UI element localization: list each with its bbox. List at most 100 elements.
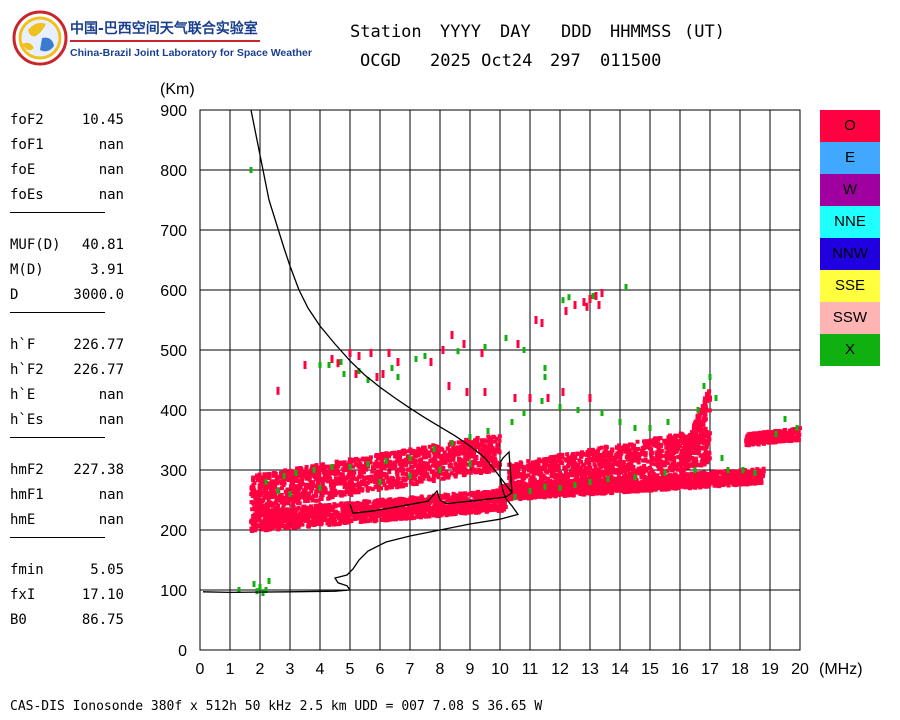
o-echo-point bbox=[374, 462, 379, 467]
o-echo-point bbox=[609, 458, 614, 463]
param-row: fmin 5.05 bbox=[10, 558, 130, 583]
o-echo-point bbox=[670, 480, 675, 485]
o-echo-point bbox=[459, 465, 464, 470]
o-echo-point bbox=[493, 490, 498, 495]
o-echo-point bbox=[452, 466, 457, 471]
o-echo-point bbox=[379, 474, 384, 479]
o-echo-point bbox=[726, 483, 731, 488]
o-echo-point bbox=[421, 455, 426, 460]
param-row: h`F2 226.77 bbox=[10, 358, 130, 383]
o-echo-point bbox=[371, 501, 376, 506]
o-echo-point bbox=[447, 503, 452, 508]
o-echo-point bbox=[342, 492, 347, 497]
o-echo-point bbox=[404, 472, 409, 477]
o-echo-point bbox=[286, 495, 291, 500]
o-echo-point bbox=[290, 480, 295, 485]
o-echo-point bbox=[448, 512, 453, 517]
o-echo-point bbox=[345, 514, 350, 519]
o-echo-point bbox=[256, 498, 261, 503]
o-echo-point bbox=[483, 502, 488, 507]
o-echo-point bbox=[352, 470, 357, 475]
o-echo-point bbox=[415, 514, 420, 519]
o-echo-point bbox=[271, 516, 276, 521]
o-echo-point bbox=[375, 498, 380, 503]
o-echo-point bbox=[487, 493, 492, 498]
o-echo-point bbox=[285, 487, 290, 492]
o-echo-point bbox=[357, 463, 362, 468]
o-echo-point bbox=[669, 464, 674, 469]
o-echo-point bbox=[454, 509, 459, 514]
o-echo-point bbox=[615, 445, 620, 450]
o-echo-point bbox=[475, 441, 480, 446]
o-echo-point bbox=[596, 476, 601, 481]
o-echo-point bbox=[317, 472, 322, 477]
o-echo-point bbox=[629, 467, 634, 472]
x-tick-label: 20 bbox=[791, 661, 809, 678]
o-echo-point bbox=[601, 481, 606, 486]
x-tick-label: 12 bbox=[551, 661, 569, 678]
o-echo-point bbox=[507, 496, 512, 501]
o-echo-point bbox=[347, 460, 352, 465]
y-tick-label: 400 bbox=[160, 403, 187, 420]
o-echo-point bbox=[281, 501, 286, 506]
o-echo-point bbox=[523, 489, 528, 494]
param-name: h`F bbox=[10, 337, 36, 353]
o-echo-point bbox=[616, 472, 621, 477]
x-tick-label: 2 bbox=[256, 661, 265, 678]
x-tick-label: 5 bbox=[346, 661, 355, 678]
o-echo-point bbox=[688, 481, 693, 486]
o-echo-point bbox=[307, 474, 312, 479]
o-echo-point bbox=[489, 439, 494, 444]
o-echo-point bbox=[410, 451, 415, 456]
o-echo-point bbox=[444, 470, 449, 475]
o-echo-point bbox=[413, 463, 418, 468]
o-echo-point bbox=[324, 504, 329, 509]
o-echo-point bbox=[472, 494, 477, 499]
o-echo-point bbox=[364, 460, 369, 465]
o-echo-point bbox=[563, 490, 568, 495]
o-echo-point bbox=[454, 494, 459, 499]
o-echo-point bbox=[473, 458, 478, 463]
o-echo-point bbox=[403, 516, 408, 521]
y-tick-label: 800 bbox=[160, 163, 187, 180]
o-echo-point bbox=[690, 473, 695, 478]
o-echo-point bbox=[709, 473, 714, 478]
o-echo-point bbox=[484, 496, 489, 501]
o-echo-point bbox=[658, 444, 663, 449]
o-echo-point bbox=[282, 495, 287, 500]
o-echo-point bbox=[630, 481, 635, 486]
o-echo-point bbox=[651, 481, 656, 486]
o-echo-point bbox=[409, 470, 414, 475]
o-echo-point bbox=[255, 478, 260, 483]
o-echo-point bbox=[619, 483, 624, 488]
o-echo-point bbox=[666, 448, 671, 453]
o-echo-point bbox=[421, 512, 426, 517]
o-echo-point bbox=[279, 500, 284, 505]
o-echo-point bbox=[333, 519, 338, 524]
o-echo-point bbox=[279, 486, 284, 491]
o-echo-point bbox=[632, 449, 637, 454]
o-echo-point bbox=[350, 511, 355, 516]
o-echo-point bbox=[267, 525, 272, 530]
o-echo-point bbox=[471, 454, 476, 459]
o-echo-point bbox=[342, 520, 347, 525]
o-echo-point bbox=[336, 503, 341, 508]
o-echo-point bbox=[714, 483, 719, 488]
o-echo-point bbox=[470, 442, 475, 447]
o-echo-point bbox=[315, 472, 320, 477]
o-echo-point bbox=[268, 484, 273, 489]
o-echo-point bbox=[526, 473, 531, 478]
o-echo-point bbox=[603, 476, 608, 481]
o-echo-point bbox=[329, 491, 334, 496]
o-echo-point bbox=[301, 488, 306, 493]
o-echo-point bbox=[632, 478, 637, 483]
o-echo-point bbox=[753, 481, 758, 486]
o-echo-point bbox=[761, 469, 766, 474]
param-divider bbox=[10, 212, 105, 213]
o-echo-point bbox=[369, 474, 374, 479]
o-echo-point bbox=[750, 478, 755, 483]
o-echo-point bbox=[272, 494, 277, 499]
o-echo-point bbox=[427, 494, 432, 499]
o-echo-point bbox=[380, 513, 385, 518]
o-echo-point bbox=[341, 508, 346, 513]
